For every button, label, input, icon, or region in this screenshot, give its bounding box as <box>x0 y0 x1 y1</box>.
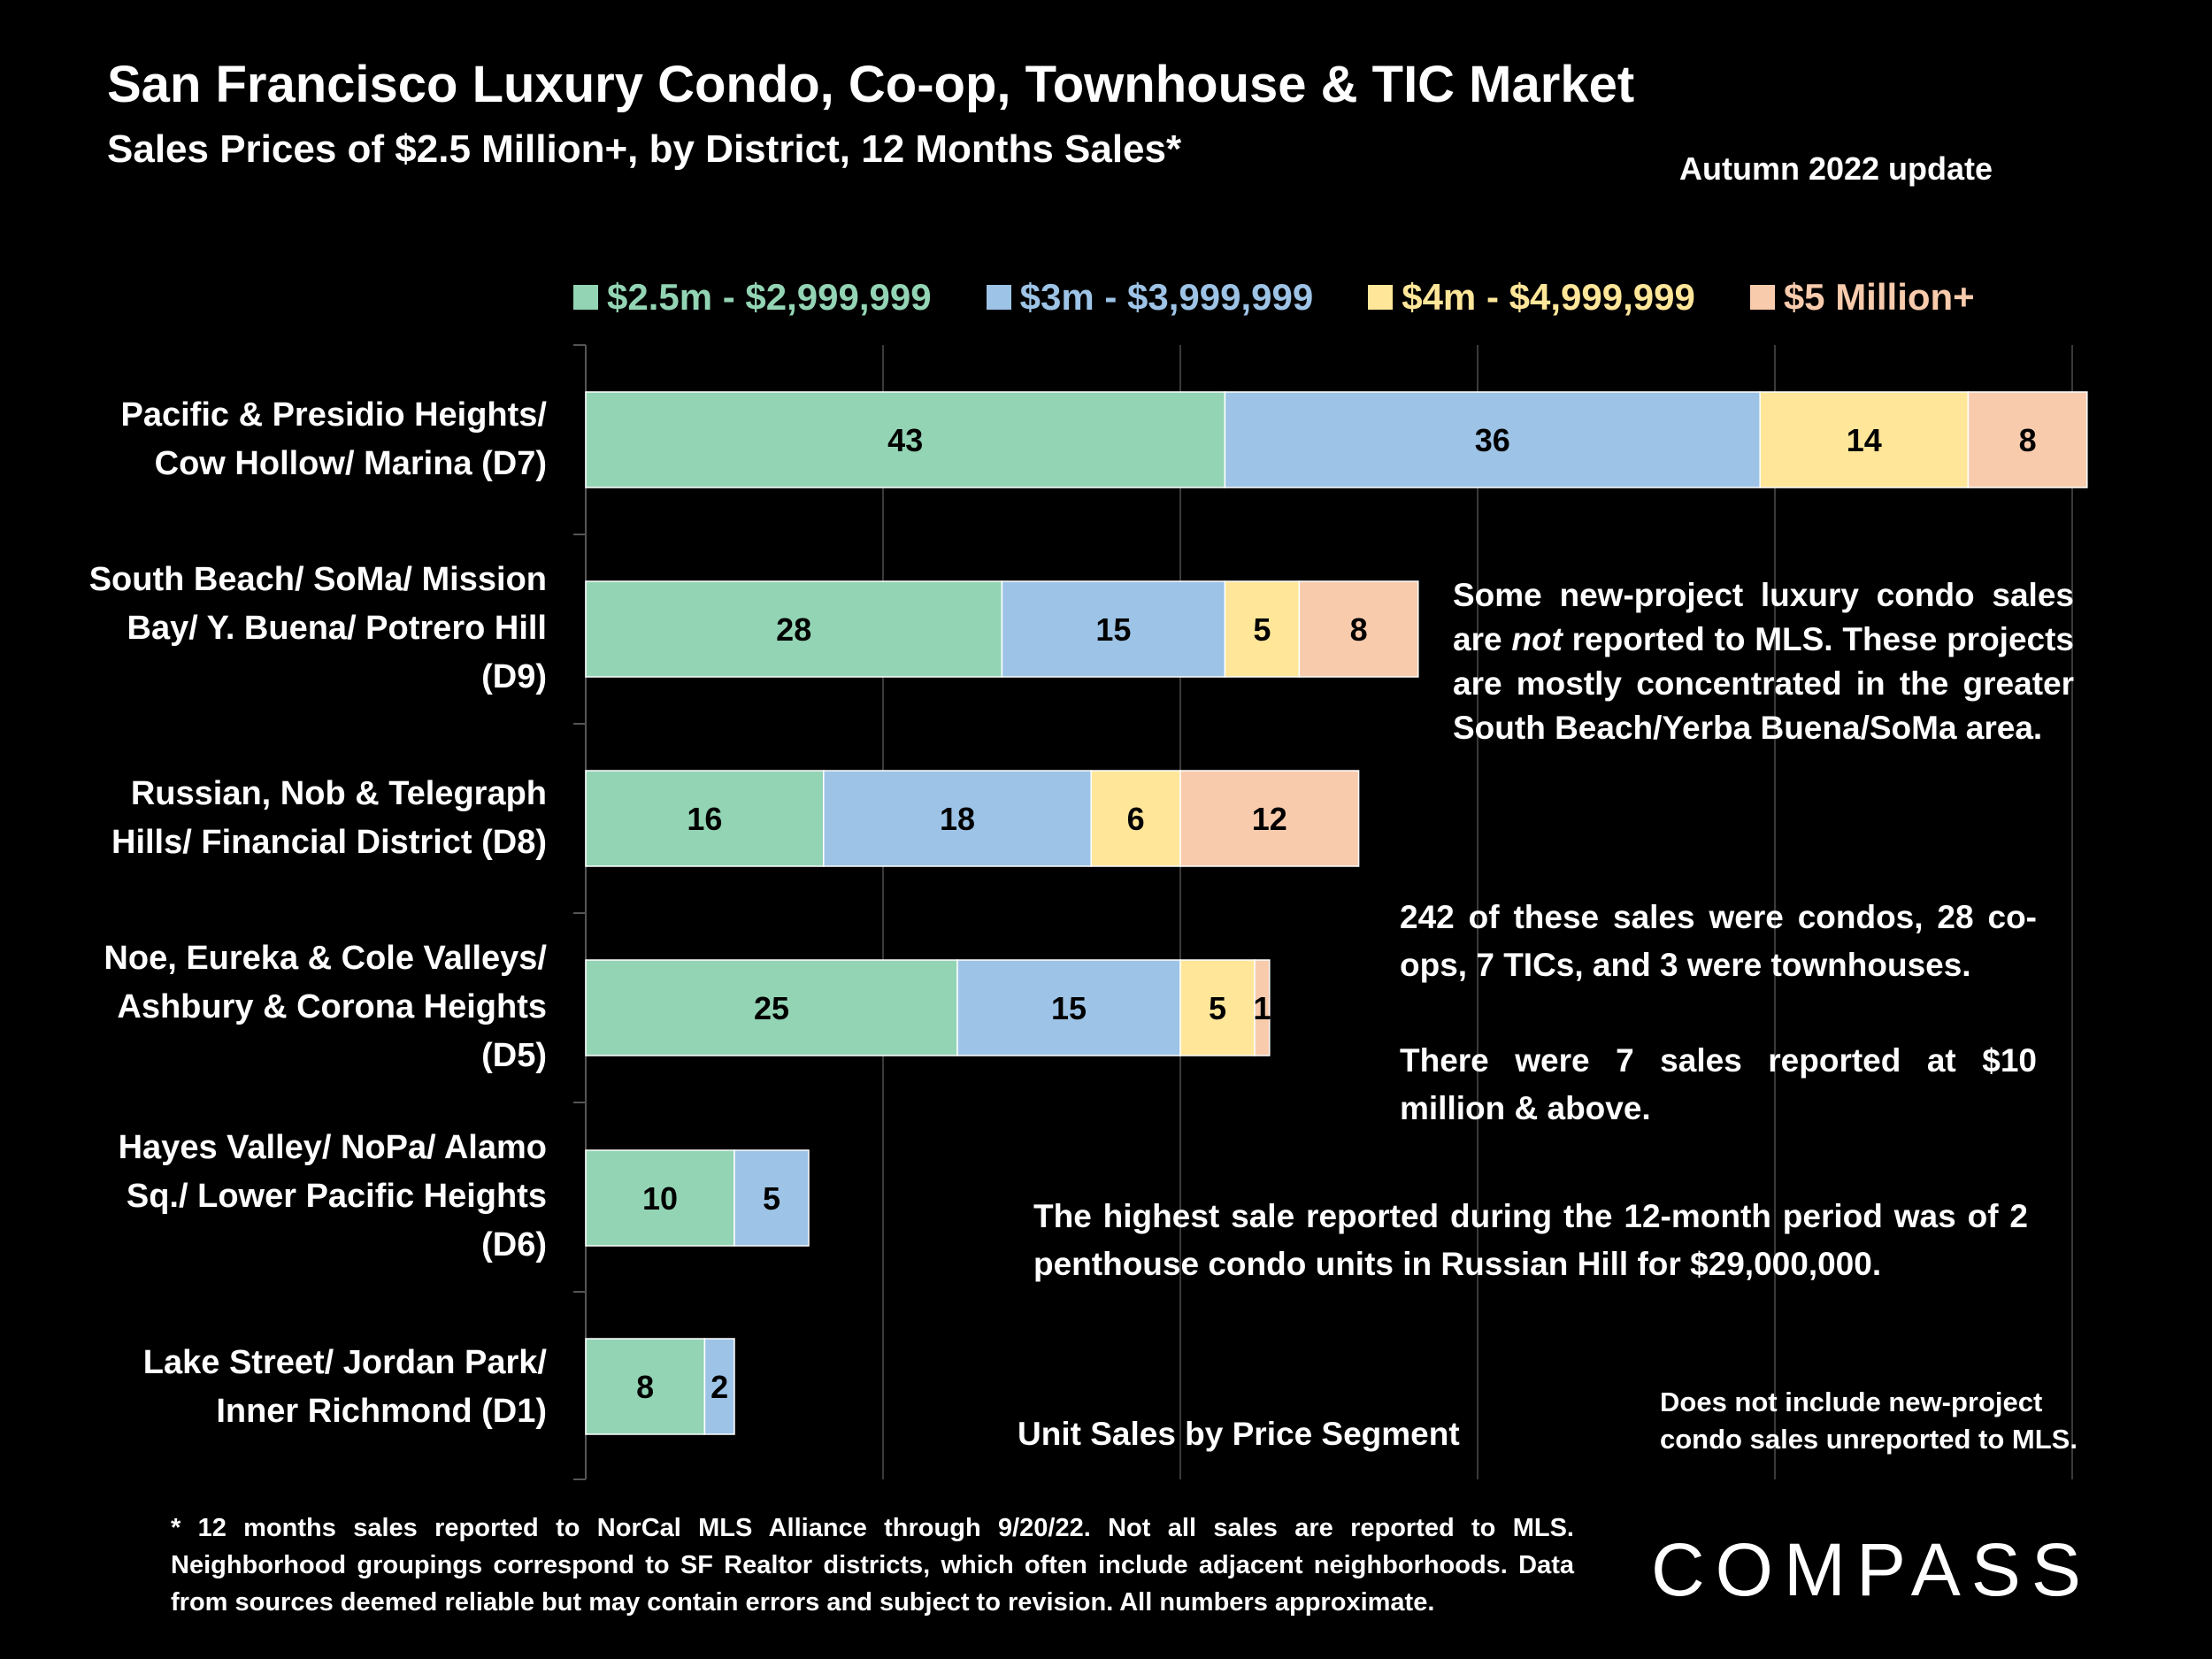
legend-item-seg2: $3m - $3,999,999 <box>986 276 1314 319</box>
bar-segment <box>585 959 958 1056</box>
annotation-text: Some new-project luxury condo sales are <box>1453 577 2074 657</box>
bar-segment <box>823 770 1092 867</box>
chart-title: San Francisco Luxury Condo, Co-op, Townh… <box>107 56 1635 113</box>
data-label: 1 <box>1253 990 1271 1026</box>
legend-swatch-seg4 <box>1749 285 1775 310</box>
category-line: Cow Hollow/ Marina (D7) <box>154 445 547 482</box>
category-line: (D9) <box>481 658 547 695</box>
bar-segment <box>1090 770 1181 867</box>
category-line: (D5) <box>481 1037 547 1074</box>
data-label: 6 <box>1127 801 1145 837</box>
data-label: 5 <box>1253 611 1271 648</box>
legend-swatch-seg3 <box>1368 285 1394 310</box>
chart-subtitle: Sales Prices of $2.5 Million+, by Distri… <box>107 127 1182 171</box>
data-label: 14 <box>1847 422 1882 458</box>
update-label: Autumn 2022 update <box>1679 150 1993 187</box>
bar-segment <box>1179 770 1360 867</box>
bar-segment <box>956 959 1181 1056</box>
data-label: 25 <box>754 990 789 1026</box>
bar-segment <box>585 580 1003 678</box>
category-line: Sq./ Lower Pacific Heights <box>126 1178 547 1215</box>
category-line: Lake Street/ Jordan Park/ <box>142 1344 547 1381</box>
category-line: Hills/ Financial District (D8) <box>111 824 547 861</box>
legend-label-seg2: $3m - $3,999,999 <box>1019 276 1314 318</box>
data-label: 5 <box>1209 990 1226 1026</box>
data-label: 10 <box>642 1180 678 1217</box>
footnote: * 12 months sales reported to NorCal MLS… <box>171 1514 1574 1617</box>
category-line: Hayes Valley/ NoPa/ Alamo <box>118 1129 547 1166</box>
category-label-d1: Lake Street/ Jordan Park/ Inner Richmond… <box>16 1339 547 1436</box>
category-line: (D6) <box>481 1226 547 1263</box>
category-line: Inner Richmond (D1) <box>216 1393 547 1430</box>
bar-segment <box>733 1149 810 1247</box>
category-line: Pacific & Presidio Heights/ <box>120 396 547 434</box>
bar-segment <box>1759 391 1970 488</box>
category-line: Russian, Nob & Telegraph <box>130 775 547 812</box>
category-line: Bay/ Y. Buena/ Potrero Hill <box>127 610 547 647</box>
legend-label-seg4: $5 Million+ <box>1783 276 1975 318</box>
data-label: 28 <box>776 611 811 648</box>
bar-segment <box>1254 959 1271 1056</box>
data-label: 16 <box>687 801 722 837</box>
data-label: 8 <box>1350 611 1368 648</box>
category-label-d8: Russian, Nob & Telegraph Hills/ Financia… <box>16 770 547 867</box>
data-label: 15 <box>1095 611 1131 648</box>
bar-segment <box>585 1149 735 1247</box>
chart-legend: $2.5m - $2,999,999 $3m - $3,999,999 $4m … <box>573 276 1975 319</box>
bar-segment <box>1224 391 1761 488</box>
annotation-ten-million: There were 7 sales reported at $10 milli… <box>1400 1042 2037 1126</box>
category-label-d9: South Beach/ SoMa/ Mission Bay/ Y. Buena… <box>16 556 547 702</box>
legend-label-seg1: $2.5m - $2,999,999 <box>607 276 932 318</box>
compass-logo: COMPASS <box>1651 1528 2092 1611</box>
annotation-new-project: Some new-project luxury condo sales are … <box>1453 573 2074 750</box>
bar-segment <box>585 1338 706 1435</box>
bar-segment <box>1967 391 2088 488</box>
data-label: 12 <box>1252 801 1287 837</box>
legend-item-seg4: $5 Million+ <box>1749 276 1975 319</box>
category-line: Noe, Eureka & Cole Valleys/ <box>104 940 547 977</box>
category-line: South Beach/ SoMa/ Mission <box>88 561 547 598</box>
annotation-unreported: Does not include new-project condo sales… <box>1660 1386 2078 1455</box>
bar-segment <box>1224 580 1301 678</box>
data-label: 8 <box>636 1369 654 1405</box>
bar-segment <box>585 770 825 867</box>
data-label: 8 <box>2019 422 2037 458</box>
data-label: 18 <box>940 801 975 837</box>
annotation-highest-sale: The highest sale reported during the 12-… <box>1033 1198 2028 1282</box>
annotation-breakdown: 242 of these sales were condos, 28 co-op… <box>1400 899 2037 983</box>
bar-segment <box>1001 580 1226 678</box>
gridlines <box>573 344 2073 1480</box>
category-label-d5: Noe, Eureka & Cole Valleys/ Ashbury & Co… <box>16 934 547 1080</box>
data-label: 2 <box>710 1369 728 1405</box>
annotation-emphasis: not <box>1511 621 1563 657</box>
legend-label-seg3: $4m - $4,999,999 <box>1402 276 1695 318</box>
data-label: 5 <box>763 1180 780 1217</box>
data-label: 43 <box>887 422 923 458</box>
legend-item-seg3: $4m - $4,999,999 <box>1368 276 1695 319</box>
category-label-d7: Pacific & Presidio Heights/ Cow Hollow/ … <box>16 391 547 488</box>
data-label: 15 <box>1051 990 1087 1026</box>
bar-segment <box>585 391 1226 488</box>
category-label-d6: Hayes Valley/ NoPa/ Alamo Sq./ Lower Pac… <box>16 1124 547 1270</box>
legend-item-seg1: $2.5m - $2,999,999 <box>573 276 932 319</box>
legend-swatch-seg2 <box>986 285 1011 310</box>
bar-segment <box>1298 580 1419 678</box>
legend-swatch-seg1 <box>573 285 598 310</box>
category-line: Ashbury & Corona Heights <box>117 988 547 1025</box>
x-axis-title: Unit Sales by Price Segment <box>1018 1416 1460 1452</box>
annotation-text: reported to MLS. These projects are most… <box>1453 621 2074 746</box>
bar-segment <box>703 1338 735 1435</box>
bar-segment <box>1179 959 1256 1056</box>
data-label: 36 <box>1475 422 1510 458</box>
